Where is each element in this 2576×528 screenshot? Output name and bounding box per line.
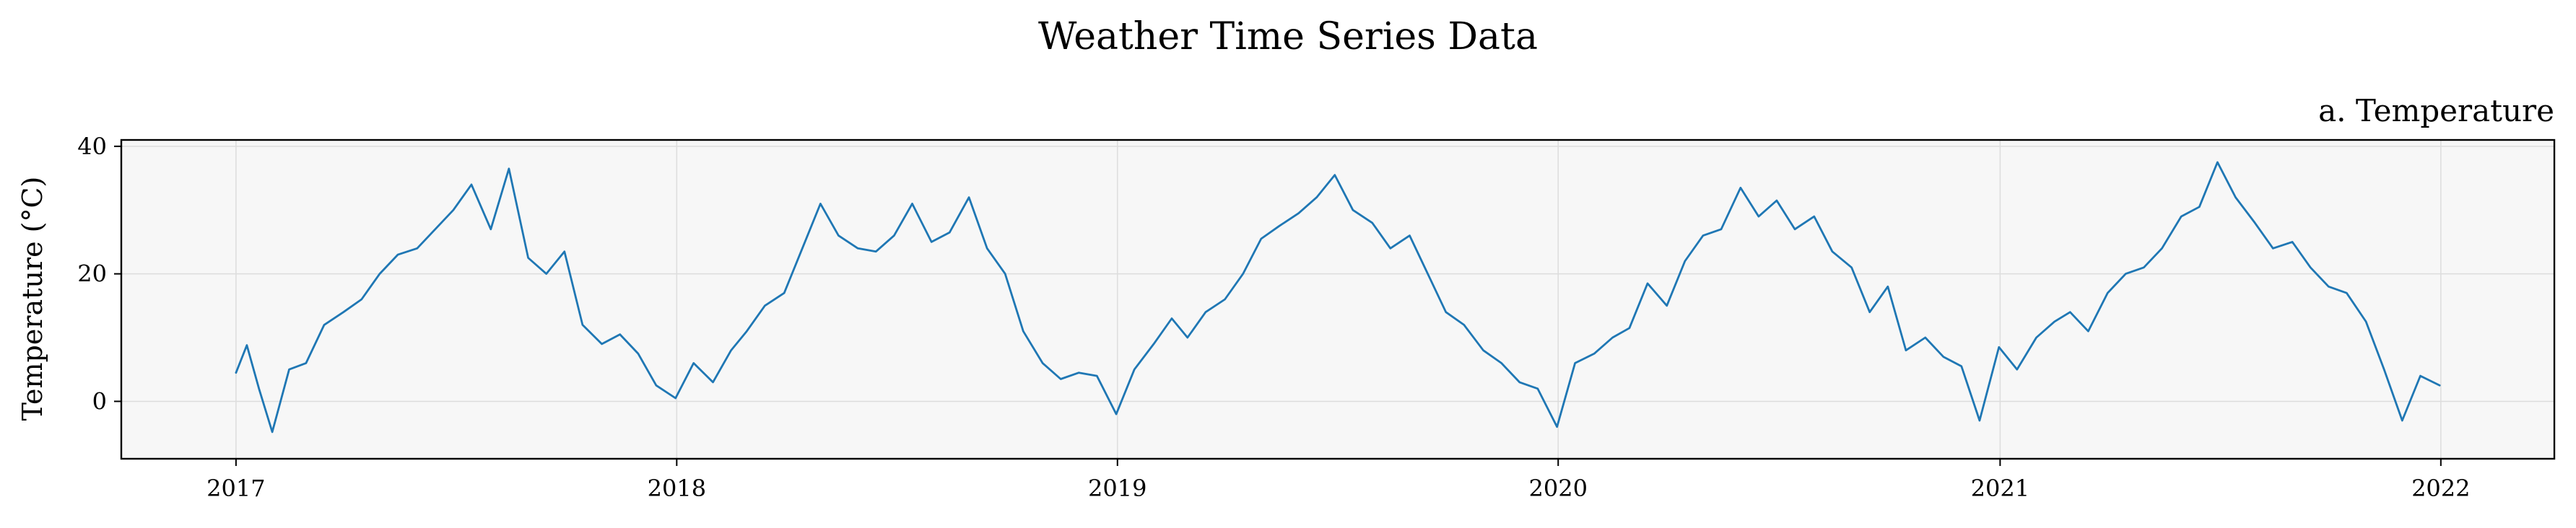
x-axis-ticks: 2017 2018 2019 2020 2021 2022 (206, 459, 2471, 502)
y-tick-label: 40 (77, 133, 107, 160)
x-tick-label: 2021 (1971, 475, 2029, 502)
temperature-series-line (235, 161, 2441, 434)
y-axis-ticks: 0 20 40 (77, 133, 121, 415)
x-tick-label: 2020 (1529, 475, 1588, 502)
plot-frame (120, 138, 2556, 460)
plot-area (121, 140, 2554, 459)
x-tick-label: 2018 (648, 475, 706, 502)
x-tick-label: 2019 (1088, 475, 1146, 502)
y-axis-label: Temperature (°C) (17, 177, 48, 421)
grid-lines (121, 140, 2554, 459)
y-tick-label: 0 (92, 387, 107, 415)
panel-title: a. Temperature (2318, 93, 2554, 128)
y-tick-label: 20 (77, 260, 107, 288)
chart-title: Weather Time Series Data (1038, 15, 1538, 58)
x-tick-label: 2022 (2411, 475, 2470, 502)
x-tick-label: 2017 (206, 475, 265, 502)
